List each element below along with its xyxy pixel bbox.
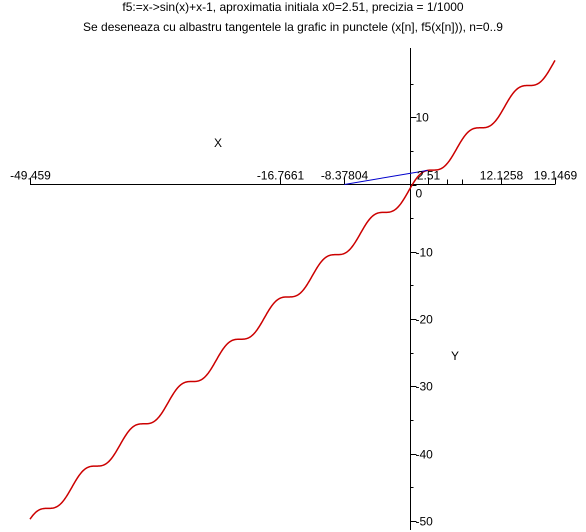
y-axis-label: Y xyxy=(451,349,459,363)
label-layer: -49.459 -16.7661 -8.37804 2.51 12.1258 19.146… xyxy=(10,111,577,529)
x-tick-label: 19.1469 xyxy=(534,169,578,183)
x-tick-label: -8.37804 xyxy=(321,169,369,183)
chart-title: f5:=x->sin(x)+x-1, aproximatia initiala … xyxy=(122,0,464,14)
y-tick-label: -40 xyxy=(416,448,434,462)
function-curve xyxy=(29,60,556,520)
y-tick-label: -30 xyxy=(416,380,434,394)
series-layer xyxy=(29,60,556,520)
x-tick-label: -49.459 xyxy=(10,169,51,183)
y-tick-label: -50 xyxy=(416,515,434,529)
tangent-line xyxy=(344,169,428,185)
x-tick-label: -16.7661 xyxy=(257,169,305,183)
x-tick-label: 12.1258 xyxy=(480,169,524,183)
y-tick-label: 10 xyxy=(416,111,430,125)
chart-subtitle: Se deseneaza cu albastru tangentele la g… xyxy=(83,20,503,34)
y-tick-label: -20 xyxy=(416,313,434,327)
y-tick-label: -10 xyxy=(416,246,434,260)
axes xyxy=(30,48,556,530)
y-tick-label: 0 xyxy=(416,187,423,201)
x-axis-label: X xyxy=(214,136,222,150)
x-tick-label: 2.51 xyxy=(417,169,441,183)
tangent-layer xyxy=(344,169,428,185)
